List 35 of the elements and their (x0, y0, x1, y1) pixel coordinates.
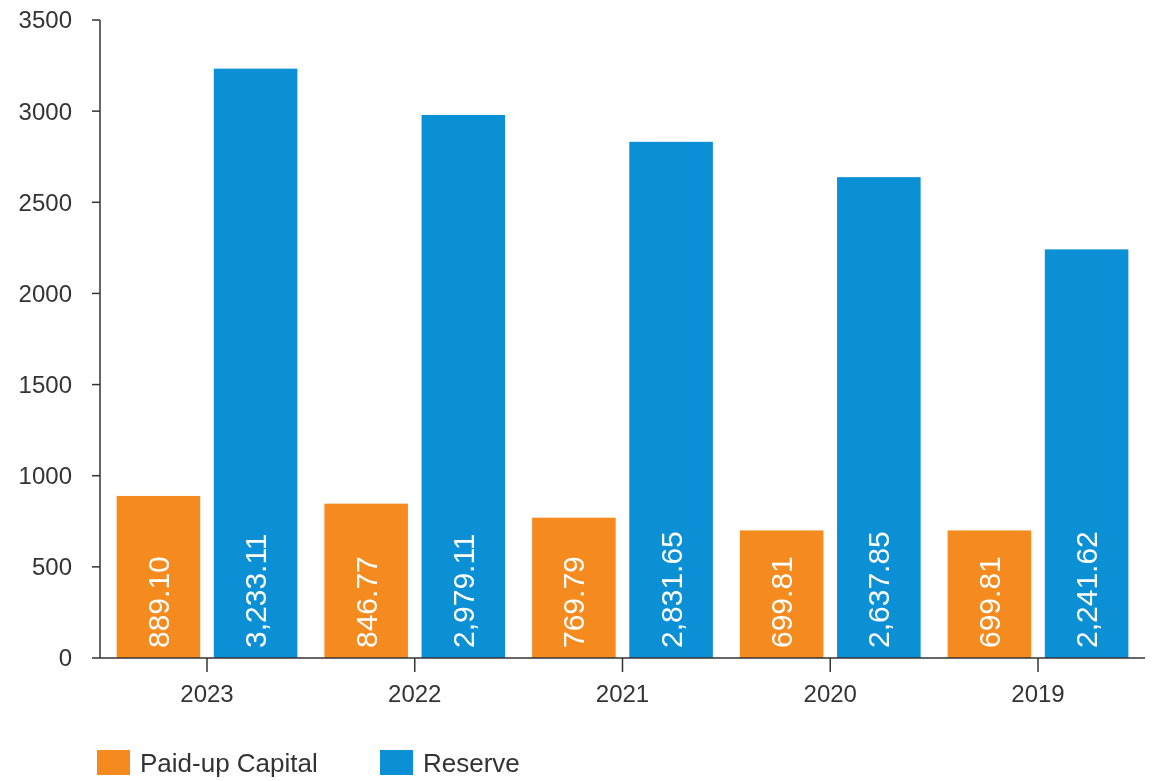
y-tick-label: 1000 (18, 462, 72, 490)
bar (213, 68, 298, 658)
data-label: 889.10 (141, 556, 175, 648)
y-tick-label: 500 (31, 553, 72, 581)
legend-label: Paid-up Capital (140, 748, 318, 779)
bar (1044, 249, 1129, 658)
data-label: 2,831.65 (654, 531, 688, 648)
x-tick-label: 2023 (180, 680, 234, 707)
bar (739, 530, 824, 658)
data-label: 2,241.62 (1070, 531, 1104, 648)
y-tick-label: 0 (58, 644, 72, 672)
x-tick-label: 2021 (595, 680, 650, 707)
data-label: 699.81 (972, 556, 1006, 648)
y-tick-label: 2000 (18, 279, 72, 307)
bar (947, 530, 1032, 658)
data-label: 2,979.11 (446, 533, 480, 648)
bar (837, 177, 921, 658)
bar (421, 114, 506, 658)
data-label: 846.77 (349, 556, 383, 648)
x-tick-label: 2020 (803, 680, 857, 707)
x-tick-label: 2019 (1011, 680, 1065, 707)
bar (629, 141, 713, 658)
bar (324, 503, 408, 658)
y-tick-label: 1500 (18, 370, 72, 398)
data-label: 2,637.85 (862, 531, 896, 648)
x-tick-label: 2022 (388, 680, 442, 707)
legend-label: Reserve (423, 748, 520, 779)
data-label: 3,233.11 (239, 533, 273, 648)
y-tick-label: 2500 (18, 188, 72, 216)
bar (532, 517, 616, 658)
data-label: 699.81 (765, 556, 799, 648)
bar (116, 495, 201, 658)
data-label: 769.79 (557, 556, 591, 648)
y-tick-label: 3500 (18, 6, 72, 34)
y-tick-label: 3000 (18, 97, 72, 125)
